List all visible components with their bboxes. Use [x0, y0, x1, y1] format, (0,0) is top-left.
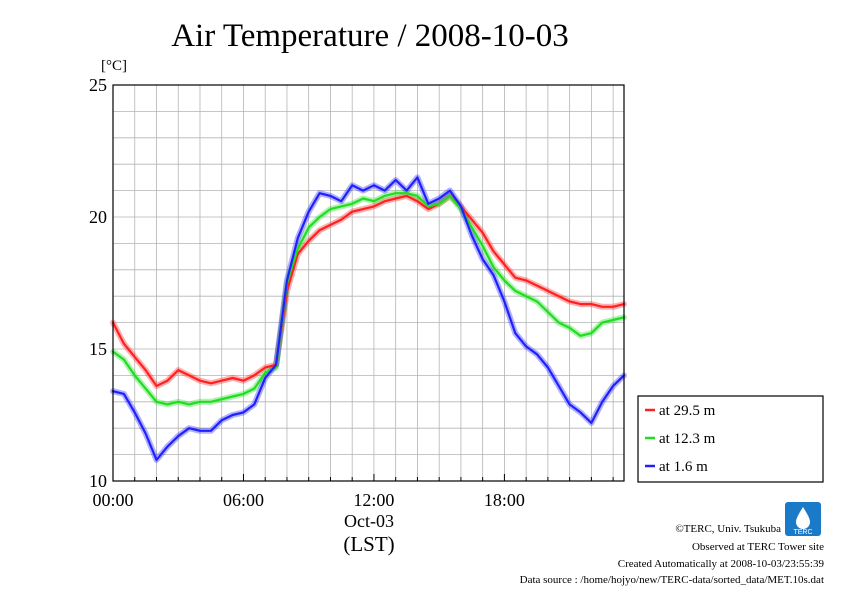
series-halo-layer	[110, 174, 627, 463]
x-tick-label: 00:00	[92, 490, 133, 510]
legend: at 29.5 m at 12.3 m at 1.6 m	[637, 395, 824, 483]
series-halo-2	[110, 174, 627, 463]
legend-items: at 29.5 m at 12.3 m at 1.6 m	[645, 403, 716, 475]
series-line-0	[111, 194, 626, 388]
y-axis-unit-label: [°C]	[101, 58, 127, 74]
logo-text: TERC	[793, 529, 812, 536]
legend-box	[637, 395, 824, 483]
footer-created: Created Automatically at 2008-10-03/23:5…	[618, 558, 825, 570]
series-line-1	[111, 192, 626, 406]
legend-label-0: at 29.5 m	[659, 403, 716, 419]
water-drop-icon	[796, 507, 810, 529]
legend-label-1: at 12.3 m	[659, 431, 716, 447]
chart-title: Air Temperature / 2008-10-03	[171, 18, 569, 54]
y-tick-label: 15	[89, 339, 107, 359]
x-tick-label: 12:00	[353, 490, 394, 510]
terc-logo: TERC	[785, 502, 821, 536]
legend-label-2: at 1.6 m	[659, 459, 708, 475]
footer-source: Data source : /home/hojyo/new/TERC-data/…	[520, 574, 824, 586]
y-tick-label: 20	[89, 207, 107, 227]
plot-frame	[112, 84, 625, 482]
y-tick-label: 10	[89, 471, 107, 491]
x-axis-date-label: Oct-03	[344, 511, 394, 531]
y-tick-labels: 10 15 20 25	[89, 75, 107, 491]
x-tick-label: 06:00	[223, 490, 264, 510]
footer-copyright: ©TERC, Univ. Tsukuba	[675, 523, 781, 535]
grid-lines	[112, 85, 624, 481]
series-line-2	[111, 176, 626, 461]
series-line-layer	[111, 176, 626, 461]
x-axis-timezone-label: (LST)	[343, 532, 394, 556]
footer-observed: Observed at TERC Tower site	[692, 541, 824, 553]
y-tick-label: 25	[89, 75, 107, 95]
x-tick-label: 18:00	[484, 490, 525, 510]
x-tick-labels: 00:00 06:00 12:00 18:00	[92, 490, 524, 510]
